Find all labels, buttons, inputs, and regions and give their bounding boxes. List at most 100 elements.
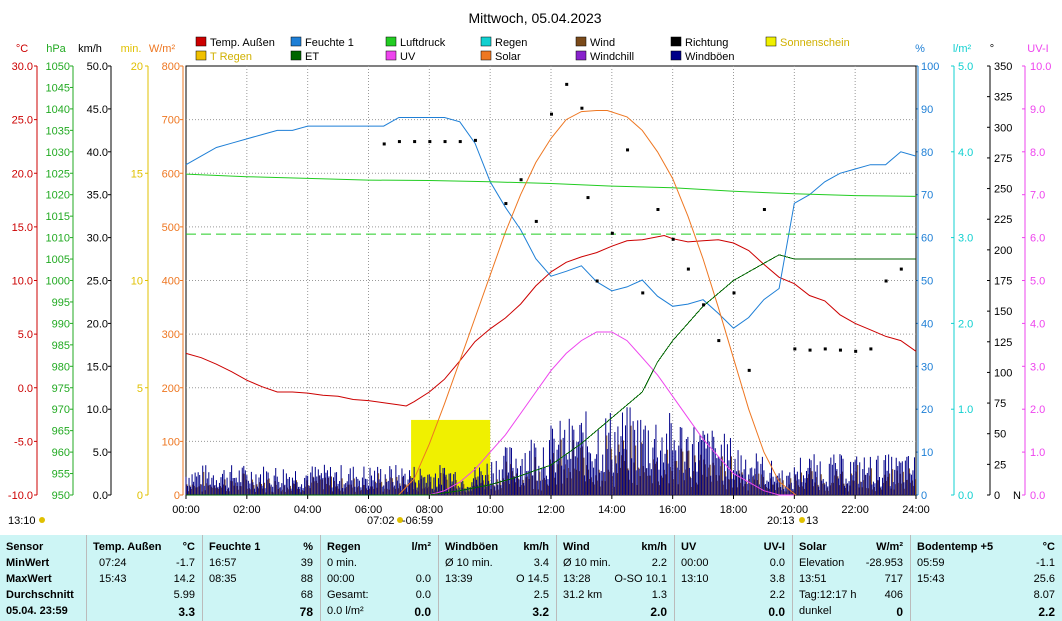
axis-tick-solar: 800: [162, 61, 180, 73]
feuchte-row-label: 08:35: [209, 573, 237, 585]
solar-row-value: -28.953: [865, 557, 903, 569]
axis-tick-wind: 35.0: [87, 190, 108, 202]
x-tick-label: 08:00: [416, 504, 444, 516]
series-temp-au-en: [185, 234, 917, 407]
statistics-panel: Sensor MinWert MaxWert Durchschnitt 05.04. 2…: [0, 535, 1062, 621]
axis-tick-uv: 9.0: [1030, 104, 1045, 116]
legend-label: Windböen: [685, 51, 735, 63]
wind-row-label: 13:28: [563, 573, 591, 585]
sensor-title: Sensor: [6, 541, 44, 553]
axis-tick-rain: 1.0: [958, 404, 973, 416]
axis-tick-sunshine: 15: [131, 168, 143, 180]
axis-tick-direction: 275: [994, 153, 1012, 165]
x-tick-label: 12:00: [537, 504, 565, 516]
direction-point: [397, 140, 401, 144]
table-sensor: Sensor MinWert MaxWert Durchschnitt 05.04. 2…: [0, 535, 86, 621]
axis-tick-direction: 350: [994, 61, 1012, 73]
series-lines: [185, 110, 917, 496]
temp-row-label: 07:24: [99, 557, 127, 569]
weather-chart: Mittwoch, 05.04.2023 Temp. Außen Feuchte …: [8, 10, 1052, 527]
axis-unit-wind: km/h: [78, 43, 102, 55]
sunset-label: 20:13: [767, 515, 795, 527]
table-feuchte: Feuchte 1% 16:57 39 08:35 88 68 78: [202, 535, 321, 621]
feuchte-unit: %: [303, 541, 313, 553]
axis-tick-temp: 20.0: [12, 168, 33, 180]
legend-swatch: [385, 36, 397, 47]
sunset-marker-icon: [799, 517, 805, 523]
legend-swatch: [290, 50, 302, 61]
axis-tick-pressure: 1035: [46, 125, 70, 137]
direction-point: [610, 231, 614, 235]
temp-row-value: 14.2: [173, 573, 195, 585]
axis-tick-solar: 300: [162, 329, 180, 341]
axis-unit-uv: UV-I: [1027, 43, 1048, 55]
regen-row-label: 0.0 l/m²: [327, 605, 364, 617]
legend-swatch: [195, 50, 207, 61]
chart-title: Mittwoch, 05.04.2023: [468, 10, 601, 26]
uv-row-label: 13:10: [681, 573, 709, 585]
boden-row-value: 2.2: [1038, 605, 1055, 619]
axis-tick-sunshine: 5: [137, 383, 143, 395]
axis-unit-sunshine: min.: [121, 43, 142, 55]
left-axes: °C 30.0 25.0 20.0 15.0 10.0 5.0 0.0 -5.0 -10.0 hPa…: [8, 43, 184, 502]
axis-tick-temp: 0.0: [18, 383, 33, 395]
direction-points: [382, 82, 903, 372]
direction-point: [656, 208, 660, 211]
axis-tick-direction: 100: [994, 367, 1012, 379]
axis-tick-pressure: 1020: [46, 190, 70, 202]
axis-tick-humidity: 90: [921, 104, 933, 116]
legend-swatch: [385, 50, 397, 61]
sunrise-alt-label: -06:59: [402, 515, 433, 527]
x-tick-label: 14:00: [598, 504, 626, 516]
axis-tick-solar: 600: [162, 168, 180, 180]
uv-unit: UV-I: [763, 541, 785, 553]
axis-tick-uv: 5.0: [1030, 276, 1045, 288]
axis-tick-solar: 500: [162, 222, 180, 234]
regen-unit: l/m²: [411, 541, 431, 553]
series-uv: [429, 331, 795, 496]
axis-tick-humidity: 100: [921, 61, 939, 73]
axis-tick-pressure: 995: [52, 297, 70, 309]
boeen-row-label: Ø 10 min.: [445, 557, 493, 569]
x-tick-label: 18:00: [720, 504, 748, 516]
legend-swatch: [670, 50, 682, 61]
uv-row-value: 2.2: [769, 589, 785, 601]
direction-point: [413, 140, 417, 144]
solar-row-label: Elevation: [799, 557, 845, 569]
axis-tick-pressure: 955: [52, 469, 70, 481]
boden-row-value: 8.07: [1033, 589, 1055, 601]
direction-point: [854, 349, 858, 353]
axis-tick-wind: 40.0: [87, 147, 108, 159]
solar-title: Solar: [799, 541, 827, 553]
boden-title: Bodentemp +5: [917, 541, 994, 553]
direction-point: [428, 140, 432, 144]
regen-row-value: 0.0: [415, 589, 431, 601]
axis-tick-pressure: 1050: [46, 61, 70, 73]
x-tick-label: 10:00: [476, 504, 504, 516]
direction-point: [899, 267, 903, 271]
axis-tick-humidity: 10: [921, 447, 933, 459]
series-luftdruck: [185, 173, 917, 197]
regen-row-label: 0 min.: [327, 557, 357, 569]
axis-tick-wind: 5.0: [93, 447, 108, 459]
legend-label: T Regen: [210, 51, 252, 63]
axis-tick-humidity: 20: [921, 404, 933, 416]
solar-row-label: dunkel: [799, 605, 832, 617]
direction-point: [747, 368, 751, 372]
legend-label: Wind: [590, 37, 615, 49]
solar-unit: W/m²: [876, 541, 903, 553]
feuchte-row-value: 78: [299, 605, 313, 619]
axis-tick-solar: 0: [174, 490, 180, 502]
axis-tick-humidity: 30: [921, 361, 933, 373]
solar-row-value: 406: [884, 589, 903, 601]
feuchte-row-label: 16:57: [209, 557, 237, 569]
wind-row-value: 2.0: [650, 605, 667, 619]
x-tick-label: 04:00: [294, 504, 322, 516]
direction-point: [586, 196, 590, 200]
boden-row-label: 05:59: [917, 557, 945, 569]
x-tick-label: 06:00: [355, 504, 383, 516]
axis-tick-direction: 225: [994, 214, 1012, 226]
direction-point: [519, 178, 523, 182]
table-solar: Solar W/m² Elevation -28.953 13:51 717 Tag:12:…: [792, 535, 911, 621]
temp-row-label: 15:43: [99, 573, 127, 585]
